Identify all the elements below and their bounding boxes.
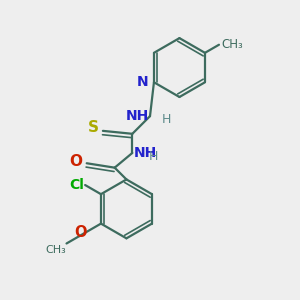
Text: CH₃: CH₃ — [221, 38, 243, 51]
Text: S: S — [88, 120, 99, 135]
Text: Cl: Cl — [69, 178, 84, 192]
Text: H: H — [162, 112, 171, 126]
Text: NH: NH — [125, 109, 148, 123]
Text: NH: NH — [134, 146, 157, 160]
Text: H: H — [148, 150, 158, 163]
Text: O: O — [74, 225, 87, 240]
Text: N: N — [137, 75, 148, 89]
Text: CH₃: CH₃ — [45, 245, 66, 255]
Text: O: O — [69, 154, 82, 169]
